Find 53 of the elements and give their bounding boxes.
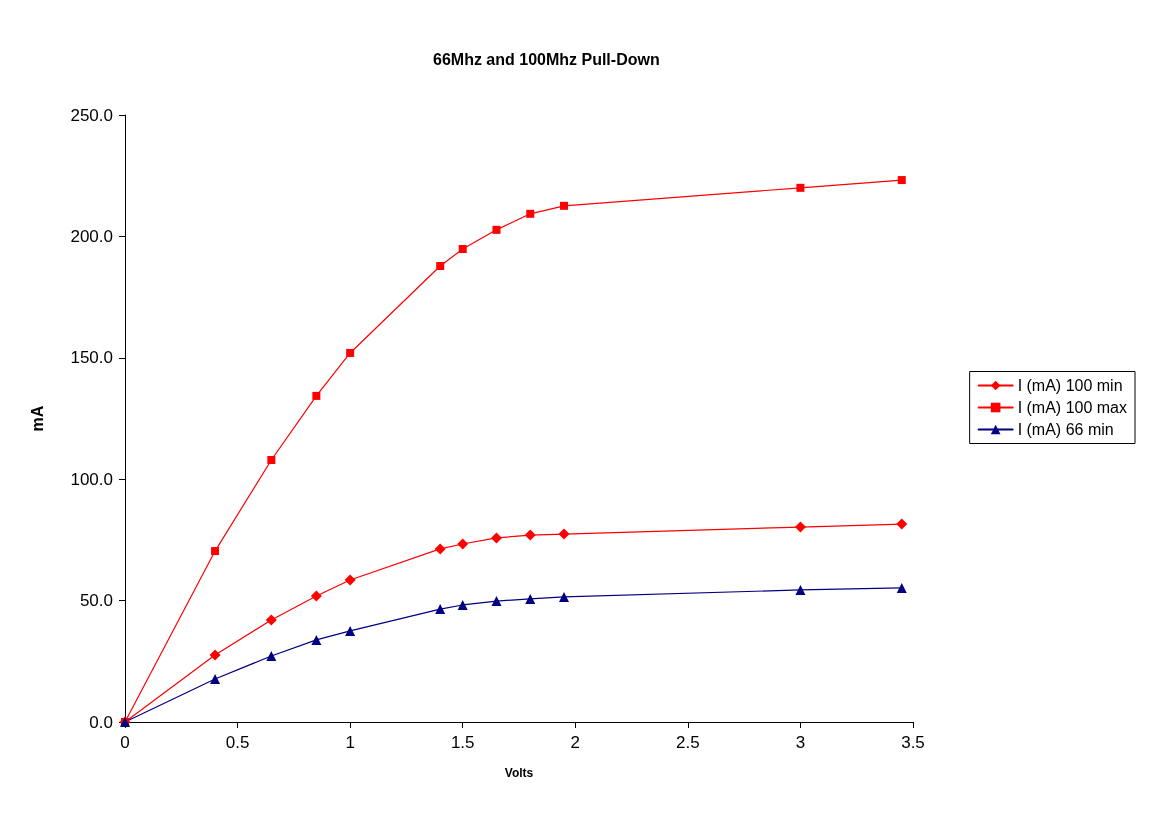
legend-label: I (mA) 100 min: [1017, 377, 1123, 394]
point: [311, 634, 322, 645]
point: [558, 528, 570, 540]
y-tick-label: 200.0: [70, 226, 113, 246]
point: [897, 176, 906, 185]
point: [896, 582, 907, 593]
point: [490, 532, 502, 544]
point: [796, 183, 805, 192]
point: [266, 650, 277, 661]
point: [310, 590, 322, 602]
point: [491, 596, 502, 607]
point: [457, 538, 469, 550]
point: [896, 518, 908, 530]
x-tick-label: 2.5: [676, 733, 700, 752]
y-tick-label: 50.0: [79, 591, 113, 611]
x-tick-label: 0.5: [225, 733, 250, 752]
point: [209, 649, 221, 661]
point: [346, 348, 355, 357]
point: [526, 209, 535, 218]
x-axis-title: Volts: [504, 766, 534, 780]
y-tick-label: 250.0: [70, 105, 113, 125]
point: [210, 674, 221, 685]
point: [344, 574, 356, 586]
point: [457, 599, 468, 610]
point: [559, 591, 570, 602]
point: [458, 245, 467, 254]
x-tick-label: 1: [345, 733, 355, 752]
y-tick-label: 150.0: [70, 348, 113, 368]
point: [436, 262, 445, 271]
y-axis-title: mA: [28, 405, 46, 432]
x-tick-label: 2: [570, 733, 581, 752]
point: [345, 625, 356, 636]
x-tick-label: 1.5: [450, 733, 475, 752]
legend-label: I (mA) 100 max: [1017, 399, 1127, 416]
point: [492, 225, 501, 234]
point: [211, 547, 220, 556]
y-tick-label: 100.0: [70, 469, 113, 489]
point: [267, 456, 276, 465]
point: [435, 604, 446, 615]
point: [312, 391, 321, 400]
y-tick-label: 0.0: [89, 712, 113, 732]
point: [794, 521, 806, 533]
x-tick-label: 0: [120, 733, 130, 752]
point: [434, 543, 446, 555]
point: [525, 593, 536, 604]
point: [524, 529, 536, 541]
point: [795, 584, 806, 595]
x-tick-label: 3: [795, 733, 806, 752]
legend-label: I (mA) 66 min: [1017, 421, 1114, 438]
point: [560, 201, 569, 210]
chart-title: 66Mhz and 100Mhz Pull-Down: [433, 50, 660, 68]
point: [265, 614, 277, 626]
x-tick-label: 3.5: [901, 733, 925, 752]
